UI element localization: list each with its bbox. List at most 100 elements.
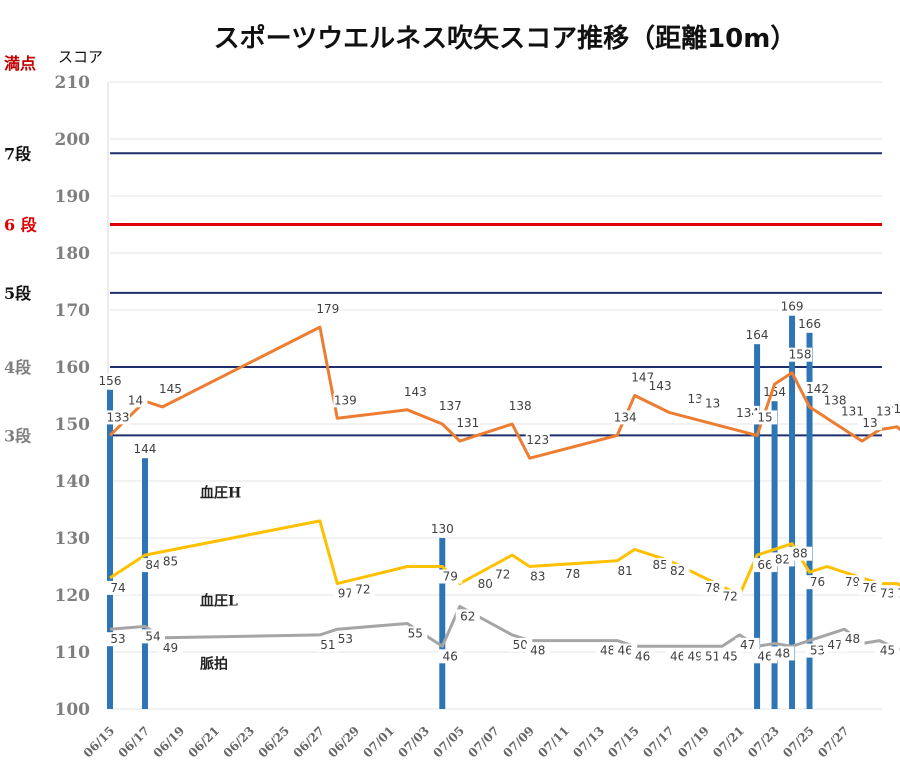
series-1-label-21: 73 [880, 587, 895, 601]
series-2-label-bg-22 [840, 632, 865, 647]
y-tick-170: 170 [55, 301, 91, 321]
dan-label-1: 6 段 [4, 216, 38, 235]
series-2-label-bg-7 [455, 609, 480, 624]
series-0-label-16: 15 [757, 410, 772, 424]
series-2-label-10: 48 [600, 644, 615, 658]
series-0-label-10: 134 [614, 410, 637, 424]
x-tick-07/03: 07/03 [395, 724, 432, 761]
series-1-label-7: 72 [495, 568, 510, 582]
series-1-label-0: 74 [110, 581, 125, 595]
score-label-4: 154 [763, 385, 786, 399]
score-label-bg-4 [761, 385, 788, 400]
series-2-label-bg-5 [403, 626, 428, 641]
series-2-label-7: 62 [460, 609, 475, 623]
series-0-label-bg-20 [840, 404, 865, 419]
series-1-label-bg-10 [613, 563, 638, 578]
series-0-label-21: 13 [862, 416, 877, 430]
score-label-bg-1 [131, 442, 158, 457]
score-label-bg-3 [744, 328, 771, 343]
series-0-label-bg-7 [455, 416, 480, 431]
series-0-label-bg-6 [438, 399, 463, 413]
series-0-label-9: 123 [526, 433, 549, 447]
score-label-bg-5 [779, 299, 806, 314]
series-2-label-11: 46 [618, 644, 633, 658]
series-1-label-bg-0 [106, 580, 130, 595]
series-0-label-14: 13 [705, 397, 720, 411]
series-0-label-8: 138 [509, 399, 532, 413]
series-1-label-17: 88 [792, 547, 807, 561]
series-2-label-bg-23 [875, 643, 900, 658]
x-tick-06/29: 06/29 [326, 724, 363, 761]
series-1-label-19: 79 [845, 575, 860, 589]
score-bar-6 [806, 332, 813, 709]
score-label-bg-6 [796, 316, 823, 331]
score-label-3: 164 [746, 328, 769, 342]
dan-label-3: 4段 [4, 358, 32, 377]
series-2-label-19: 48 [775, 646, 790, 660]
series-0-label-2: 145 [159, 382, 182, 396]
score-bar-5 [789, 315, 796, 709]
series-0-label-bg-1 [123, 393, 148, 408]
series-2-label-bg-4 [333, 632, 358, 647]
series-2-label-0: 53 [110, 632, 125, 646]
x-tick-06/25: 06/25 [256, 724, 293, 761]
y-tick-180: 180 [55, 244, 91, 264]
series-1-label-11: 85 [652, 558, 667, 572]
series-names: 血圧H 血圧L 脈拍 [200, 484, 241, 672]
series-0-label-4: 139 [334, 393, 357, 407]
series-line-1 [109, 519, 900, 597]
y-tick-140: 140 [55, 472, 91, 492]
series-2-label-bg-1 [140, 629, 165, 644]
series-0-label-bg-16 [753, 410, 778, 425]
x-tick-07/05: 07/05 [430, 724, 467, 761]
score-bar-1 [141, 458, 148, 709]
series-2-label-1: 54 [145, 629, 160, 643]
series-2-label-13: 46 [670, 649, 685, 663]
series-0-label-bg-4 [333, 393, 358, 408]
series-2-label-15: 51 [705, 649, 720, 663]
series-0-label-bg-14 [700, 396, 725, 411]
series-0-label-7: 131 [456, 416, 479, 430]
series-1-label-bg-2 [158, 554, 183, 569]
series-0-label-1: 14 [128, 393, 143, 407]
x-tick-06/21: 06/21 [186, 724, 223, 761]
y-tick-120: 120 [55, 586, 91, 606]
y-tick-160: 160 [55, 358, 91, 378]
series-1-label-6: 80 [478, 577, 493, 591]
series-0-label-bg-3 [315, 302, 340, 317]
series-2-label-bg-16 [718, 649, 743, 664]
series-0-label-bg-17 [788, 347, 813, 362]
series-name-1: 血圧L [200, 593, 238, 610]
y-tick-110: 110 [55, 643, 91, 663]
x-tick-07/09: 07/09 [500, 724, 537, 761]
series-2-label-5: 55 [408, 627, 423, 641]
series-1-label-10: 81 [618, 564, 633, 578]
series-1-label-15: 66 [757, 558, 772, 572]
x-tick-06/15: 06/15 [81, 724, 118, 761]
series-1-label-3: 97 [338, 587, 353, 601]
series-1-label-2: 85 [163, 555, 178, 569]
series-2-label-bg-17 [735, 637, 760, 652]
y-tick-130: 130 [55, 529, 91, 549]
series-1-label-bg-17 [788, 546, 813, 561]
x-tick-07/15: 07/15 [605, 724, 642, 761]
series-2-label-14: 49 [687, 649, 702, 663]
y-tick-190: 190 [55, 187, 91, 207]
series-0-label-bg-23 [892, 401, 900, 416]
x-tick-07/11: 07/11 [535, 724, 572, 761]
score-label-2: 130 [431, 522, 454, 536]
series-1-label-5: 79 [443, 570, 458, 584]
score-label-6: 166 [798, 317, 821, 331]
series-1-label-bg-12 [665, 563, 690, 578]
y-axis-ticks: 100 110 120 130 140 150 160 170 180 190 200 210 [55, 73, 91, 720]
series-2-label-bg-6 [438, 649, 463, 664]
series-0-label-bg-2 [158, 381, 183, 396]
series-1-label-bg-14 [718, 589, 743, 604]
series-0-label-bg-12 [648, 379, 673, 394]
score-label-0: 156 [99, 374, 122, 388]
series-1-label-4: 72 [355, 582, 370, 596]
data-labels: 1331414517913914313713113812313414714313… [106, 302, 900, 664]
series-2-label-bg-0 [106, 632, 130, 647]
series-0-label-23: 130 [894, 402, 900, 416]
series-2-label-18: 46 [757, 649, 772, 663]
